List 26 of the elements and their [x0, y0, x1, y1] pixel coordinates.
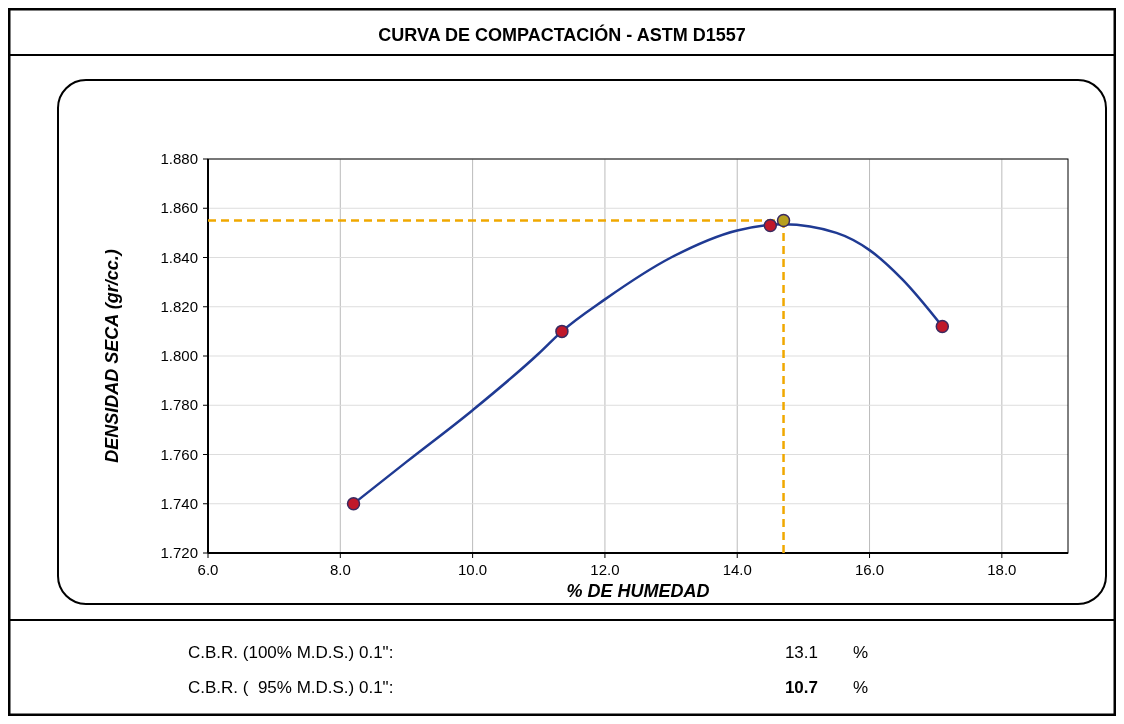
point [555, 324, 569, 339]
y-tick-label: 1.860 [160, 199, 198, 217]
x-tick-label: 12.0 [590, 561, 620, 578]
text: C.B.R. ( 95% M.D.S.) 0.1": 10.7 % [188, 678, 869, 697]
point [935, 319, 950, 334]
text: C.B.R. (100% M.D.S.) 0.1": 13.1 % [188, 643, 869, 662]
x-tick-label: 8.0 [329, 561, 351, 578]
y-tick-label: 1.720 [160, 544, 198, 561]
point [763, 218, 778, 233]
point [776, 213, 791, 228]
y-tick-label: 1.740 [160, 494, 198, 512]
y-tick-label: 1.840 [160, 248, 198, 266]
x-tick-label: 18.0 [987, 561, 1017, 578]
x-tick-label: 10.0 [458, 561, 488, 578]
point [346, 497, 361, 511]
x-tick-label: 14.0 [722, 561, 752, 578]
y-tick-label: 1.760 [160, 445, 198, 463]
x-tick-label: 16.0 [854, 561, 885, 578]
x-axis-title: % DE HUMEDAD [566, 581, 710, 601]
x-tick-label: 6.0 [197, 561, 219, 578]
y-tick-label: 1.800 [160, 347, 198, 364]
y-tick-label: 1.880 [160, 150, 198, 167]
y-tick-label: 1.780 [160, 396, 198, 414]
chart-title: CURVA DE COMPACTACIÓN - ASTM D1557 [378, 24, 746, 45]
y-axis-title: DENSIDAD SECA (gr/cc.) [102, 249, 122, 463]
y-tick-label: 1.820 [160, 297, 198, 315]
